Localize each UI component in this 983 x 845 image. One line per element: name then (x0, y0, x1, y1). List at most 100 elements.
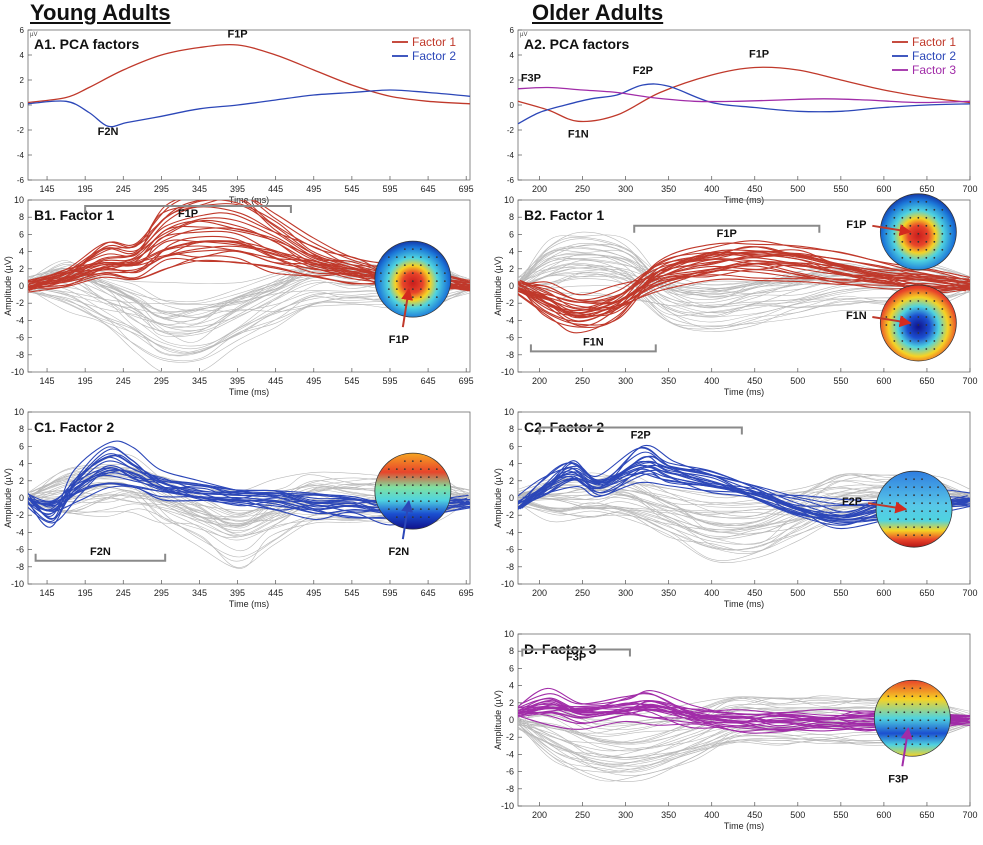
x-tick-label: 300 (618, 376, 633, 386)
electrode-dot (427, 272, 430, 275)
electrode-dot (905, 494, 907, 497)
electrode-dot (427, 492, 430, 495)
electrode-dot (419, 508, 422, 511)
electrode-dot (925, 240, 928, 243)
electrode-dot (935, 695, 938, 698)
electrode-dot (895, 727, 898, 730)
electrode-dot (901, 308, 904, 310)
electrode-dot (885, 324, 888, 326)
electrode-dot (395, 256, 398, 259)
topo-map (374, 452, 452, 530)
electrode-dot (941, 208, 944, 211)
electrode-dot (925, 216, 928, 219)
electrode-dot (905, 502, 907, 505)
electrode-dot (929, 510, 931, 513)
electrode-dot (403, 508, 406, 511)
grey-trace (518, 259, 970, 330)
electrode-dot (935, 727, 938, 730)
electrode-dot (443, 484, 446, 487)
electrode-dot (933, 216, 936, 219)
electrode-dot (427, 264, 430, 267)
x-tick-label: 350 (661, 810, 676, 820)
x-tick-label: 195 (78, 376, 93, 386)
scalp-map (879, 193, 957, 271)
y-axis-label: µV (30, 32, 37, 38)
electrode-dot (895, 703, 898, 706)
topo-label: F1P (846, 219, 866, 231)
electrode-dot (909, 224, 912, 227)
electrode-dot (925, 232, 928, 235)
electrode-dot (925, 340, 928, 342)
electrode-dot (913, 478, 915, 481)
electrode-dot (435, 492, 438, 495)
component-label: F2P (633, 65, 653, 77)
electrode-dot (879, 711, 882, 714)
y-tick-label: -8 (16, 350, 24, 360)
scalp-map (374, 452, 452, 530)
topo-map (374, 240, 452, 318)
x-tick-label: 650 (919, 376, 934, 386)
electrode-dot (909, 332, 912, 334)
electrode-dot (387, 508, 390, 511)
panel-c2: -10 -8 -6 -4 -2 0 2 4 6 8 10 200 250 300 350 400 450 500 5… (493, 407, 978, 609)
factor-trace (518, 264, 970, 314)
electrode-dot (889, 486, 891, 489)
electrode-dot (949, 232, 952, 235)
electrode-dot (411, 256, 414, 259)
x-tick-label: 400 (704, 184, 719, 194)
x-tick-label: 145 (40, 184, 55, 194)
x-tick-label: 295 (154, 376, 169, 386)
y-tick-label: -10 (11, 367, 24, 377)
x-tick-label: 600 (876, 184, 891, 194)
electrode-dot (387, 296, 390, 299)
x-tick-label: 500 (790, 184, 805, 194)
electrode-dot (403, 460, 406, 463)
electrode-dot (901, 216, 904, 219)
electrode-dot (903, 735, 906, 738)
grey-trace (518, 273, 970, 297)
electrode-dot (949, 224, 952, 227)
y-tick-label: -6 (17, 176, 25, 185)
topo-map-secondary (879, 284, 957, 362)
electrode-dot (403, 484, 406, 487)
x-tick-label: 295 (154, 588, 169, 598)
electrode-dot (927, 735, 930, 738)
factor-trace (521, 254, 970, 303)
electrode-dot (905, 534, 907, 537)
bracket-label: F2N (90, 546, 111, 558)
electrode-dot (909, 324, 912, 326)
electrode-dot (909, 348, 912, 350)
electrode-dot (901, 248, 904, 251)
electrode-dot (427, 296, 430, 299)
electrode-dot (403, 256, 406, 259)
x-tick-label: 250 (575, 376, 590, 386)
electrode-dot (941, 316, 944, 318)
electrode-dot (897, 510, 899, 513)
electrode-dot (885, 224, 888, 227)
electrode-dot (427, 468, 430, 471)
x-tick-label: 300 (618, 184, 633, 194)
electrode-dot (387, 264, 390, 267)
electrode-dot (897, 502, 899, 505)
electrode-dot (921, 486, 923, 489)
y-tick-label: -4 (16, 527, 24, 537)
y-tick-label: 4 (19, 459, 24, 469)
x-tick-label: 600 (876, 376, 891, 386)
electrode-dot (419, 256, 422, 259)
electrode-dot (935, 735, 938, 738)
electrode-dot (921, 518, 923, 521)
electrode-dot (419, 516, 422, 519)
electrode-dot (933, 324, 936, 326)
y-tick-label: 8 (19, 424, 24, 434)
electrode-dot (913, 502, 915, 505)
pointer-arrow (401, 287, 414, 328)
electrode-dot (941, 216, 944, 219)
electrode-dot (427, 500, 430, 503)
electrode-dot (419, 492, 422, 495)
electrode-dot (909, 208, 912, 211)
electrode-dot (933, 308, 936, 310)
electrode-dot (917, 292, 920, 294)
electrode-dot (903, 687, 906, 690)
x-axis-label: Time (ms) (229, 387, 269, 397)
x-tick-label: 700 (962, 810, 977, 820)
